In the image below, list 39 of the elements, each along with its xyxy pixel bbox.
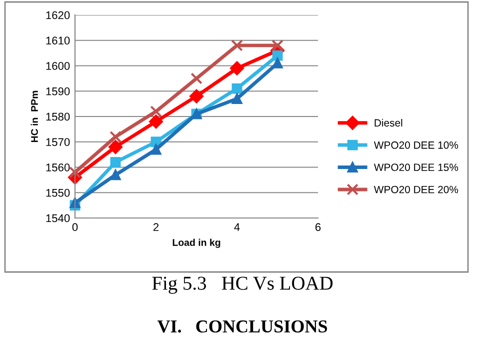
- y-axis-title: HC in PPm: [30, 90, 38, 142]
- y-tick-label: 1570: [46, 138, 70, 146]
- point: [190, 72, 202, 84]
- point: [231, 40, 243, 52]
- point: [150, 106, 162, 118]
- point: [108, 140, 122, 154]
- y-tick-label: 1590: [46, 87, 70, 96]
- y-tick-label: 1550: [46, 188, 70, 197]
- point: [150, 144, 162, 155]
- point: [70, 198, 80, 208]
- y-tick-label: 1560: [46, 164, 70, 172]
- x-tick-label: 4: [234, 223, 240, 231]
- point: [230, 61, 244, 76]
- point: [69, 166, 81, 178]
- y-tick-label: 1540: [46, 214, 70, 222]
- legend-label: WPO20 DEE 15%: [374, 164, 458, 171]
- point: [232, 83, 242, 94]
- legend-label: Diesel: [374, 118, 402, 127]
- y-tick-label: 1610: [46, 36, 70, 45]
- caption: Fig 5.3 HC Vs LOAD: [152, 276, 333, 294]
- point: [272, 50, 283, 61]
- point: [149, 114, 163, 129]
- legend-label: WPO20 DEE 20%: [374, 186, 458, 194]
- y-tick-label: 1600: [46, 62, 70, 70]
- legend-label: WPO20 DEE 10%: [374, 141, 458, 149]
- point: [272, 40, 284, 52]
- x-tick-label: 6: [315, 223, 321, 232]
- x-tick-label: 2: [153, 223, 159, 231]
- point: [272, 58, 283, 68]
- text: VI. CONCLUSIONS: [157, 320, 328, 333]
- x-axis-title: Load in kg: [172, 238, 220, 248]
- point: [110, 156, 121, 168]
- y-tick-label: 1580: [46, 112, 70, 121]
- point: [232, 94, 242, 104]
- point: [110, 170, 121, 180]
- x-tick-label: 0: [72, 223, 78, 232]
- y-tick-label: 1620: [46, 11, 70, 20]
- point: [190, 89, 204, 104]
- point: [110, 130, 122, 143]
